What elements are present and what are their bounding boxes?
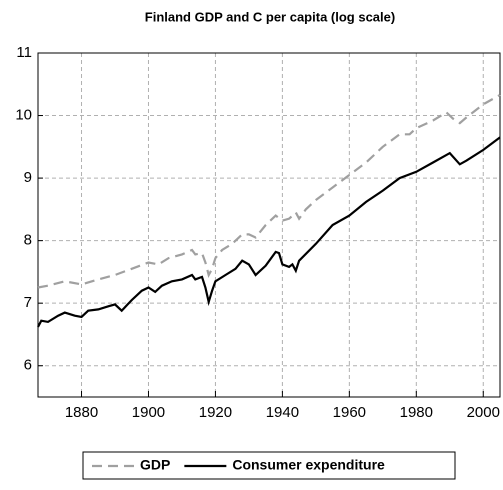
y-tick-label: 8 (24, 232, 32, 249)
x-tick-label: 1980 (400, 404, 433, 421)
legend-box (82, 451, 456, 480)
chart-title: Finland GDP and C per capita (log scale) (145, 9, 395, 24)
x-tick-label: 1920 (199, 404, 232, 421)
series-line (37, 136, 501, 328)
x-tick-label: 1880 (65, 404, 98, 421)
legend-label: Consumer expenditure (232, 457, 385, 473)
x-tick-label: 1960 (333, 404, 366, 421)
y-tick-label: 7 (24, 294, 32, 311)
x-tick-label: 1900 (132, 404, 165, 421)
x-tick-label: 2000 (467, 404, 500, 421)
y-tick-label: 6 (24, 357, 32, 374)
series-line (37, 93, 501, 289)
x-tick-label: 1940 (266, 404, 299, 421)
plot-frame (37, 52, 501, 398)
y-tick-label: 10 (15, 107, 32, 124)
y-tick-label: 9 (24, 169, 32, 186)
y-tick-label: 11 (16, 44, 32, 61)
legend-label: GDP (140, 457, 170, 473)
